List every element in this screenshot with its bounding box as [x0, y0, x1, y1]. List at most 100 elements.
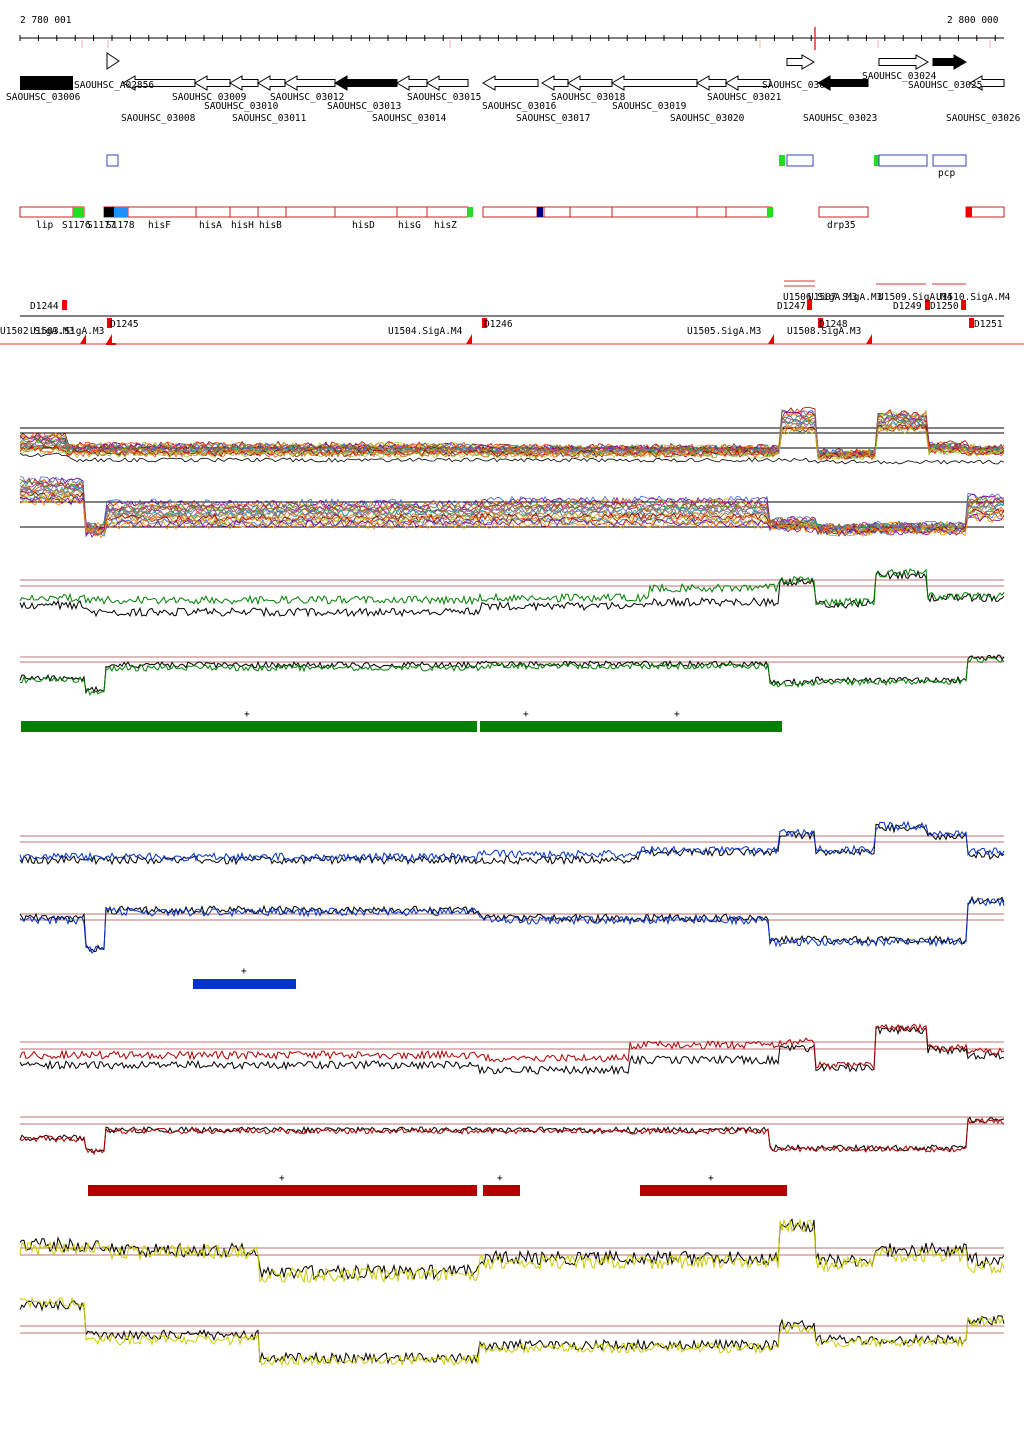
gene-box: [543, 206, 571, 218]
ruler-end-label: 2 800 000: [947, 15, 999, 26]
blue-segments: +: [193, 966, 296, 989]
segment-bar: [88, 1185, 477, 1196]
series-line: [19, 1296, 1005, 1367]
series-line: [19, 1299, 1005, 1365]
gene-box: [195, 206, 231, 218]
transcript-start: [961, 300, 966, 310]
transcript-track: D1244 D1245 D1246 D1247 D1248 D1249 D125…: [0, 280, 1024, 345]
red-gene-label: hisF: [148, 220, 171, 231]
gene-arrow: [396, 75, 428, 91]
condition-line: [19, 414, 1005, 458]
segment-bar: [480, 721, 782, 732]
multi-condition-track-top: [19, 406, 1005, 465]
transcript-start: [807, 300, 812, 310]
gene-arrow: [969, 75, 1005, 91]
series-line: [19, 1218, 1005, 1284]
gene-label: SAOUHSC_03019: [612, 101, 687, 112]
gene-box: [426, 206, 469, 218]
gene-arrow: [106, 52, 120, 70]
gene-label: SAOUHSC_030: [762, 80, 825, 91]
gene-label: SAOUHSC_03018: [551, 92, 626, 103]
gene-box-fill: [467, 207, 473, 217]
gene-label: SAOUHSC_03009: [172, 92, 247, 103]
gene-box-fill: [73, 207, 84, 217]
gene-box-fill: [966, 207, 972, 217]
gene-labels: SAOUHSC_03006 SAOUHSC_A02856 SAOUHSC_030…: [6, 71, 1021, 124]
series-line: [19, 1024, 1005, 1076]
plus-marker: +: [497, 1173, 503, 1184]
gene-arrow: [786, 54, 815, 70]
gene-arrow: [257, 75, 286, 91]
red-gene-label: hisH: [231, 220, 254, 231]
transcript-label: U1506.SigA.M3: [783, 292, 857, 303]
series-line: [19, 1116, 1005, 1153]
series-line: [19, 656, 1005, 697]
series-line: [19, 569, 1005, 618]
gene-arrow: [878, 54, 929, 70]
gene-arrow: [696, 75, 727, 91]
series-line: [19, 1117, 1005, 1156]
red-gene-label: S1177: [87, 220, 116, 231]
transcript-label: U1504.SigA.M4: [388, 326, 463, 337]
transcript-start: [62, 300, 67, 310]
series-line: [19, 654, 1005, 695]
gene-arrow: [567, 75, 613, 91]
series-line: [19, 896, 1005, 954]
gene-label: SAOUHSC_A02856: [74, 80, 154, 91]
red-expression-track: [19, 1022, 1005, 1156]
condition-line: [19, 496, 1005, 538]
transcript-label: D1248: [819, 319, 848, 330]
multi-condition-track-bottom: [19, 476, 1005, 539]
series-line: [19, 895, 1005, 953]
transcript-label: D1244: [30, 301, 59, 312]
transcript-label: U1502.SigA.M3: [0, 326, 74, 337]
transcript-label: U1507.SigA.M3: [808, 292, 882, 303]
green-expression-track: [19, 568, 1005, 697]
gene-box-fill: [537, 207, 543, 217]
gene-box: [611, 206, 698, 218]
blue-feature-track: pcp: [106, 154, 967, 179]
red-gene-label: hisB: [259, 220, 282, 231]
gene-arrow: [932, 54, 967, 70]
transcript-start: [482, 318, 487, 328]
series-line: [19, 822, 1005, 866]
gene-label: SAOUHSC_03013: [327, 101, 401, 112]
gene-box-fill: [104, 207, 114, 217]
condition-line: [19, 409, 1005, 457]
series-line: [19, 1022, 1005, 1071]
plus-marker: +: [708, 1173, 714, 1184]
transcript-start: [107, 318, 112, 328]
ruler-start-label: 2 780 001: [20, 15, 72, 26]
transcript-label: D1246: [484, 319, 513, 330]
gene-arrow: [725, 75, 771, 91]
transcript-label: D1245: [110, 319, 139, 330]
red-gene-label: drp35: [827, 220, 856, 231]
transcript-label: U1505.SigA.M3: [687, 326, 761, 337]
gene-label: SAOUHSC_03010: [204, 101, 279, 112]
gene-box: [696, 206, 727, 218]
condition-line: [19, 425, 1005, 461]
red-segments: + + +: [88, 1173, 787, 1196]
gene-label: SAOUHSC_03026: [946, 113, 1021, 124]
transcript-label: D1249: [893, 301, 922, 312]
promoter-mark: [768, 334, 774, 344]
gene-label: SAOUHSC_03021: [707, 92, 782, 103]
transcript-label: D1251: [974, 319, 1003, 330]
red-gene-track: lip S1176 S1177 S1178 hisF hisA hisH his…: [19, 206, 1005, 231]
series-line: [19, 1218, 1005, 1281]
gene-box: [569, 206, 613, 218]
segment-bar: [21, 721, 477, 732]
gene-label: SAOUHSC_03020: [670, 113, 745, 124]
gene-arrow: [284, 75, 336, 91]
gene-label: SAOUHSC_03024: [862, 71, 937, 82]
red-gene-label: lip: [36, 220, 53, 231]
gene-arrow: [541, 75, 569, 91]
gene-arrow: [611, 75, 698, 91]
coordinate-ruler: 2 780 001 2 800 000: [19, 15, 1004, 50]
gene-box: [396, 206, 428, 218]
segment-bar: [483, 1185, 520, 1196]
promoter-mark: [106, 334, 112, 344]
gene-label: SAOUHSC_03017: [516, 113, 590, 124]
gene-box: [482, 206, 538, 218]
gene-arrow: [482, 75, 539, 91]
